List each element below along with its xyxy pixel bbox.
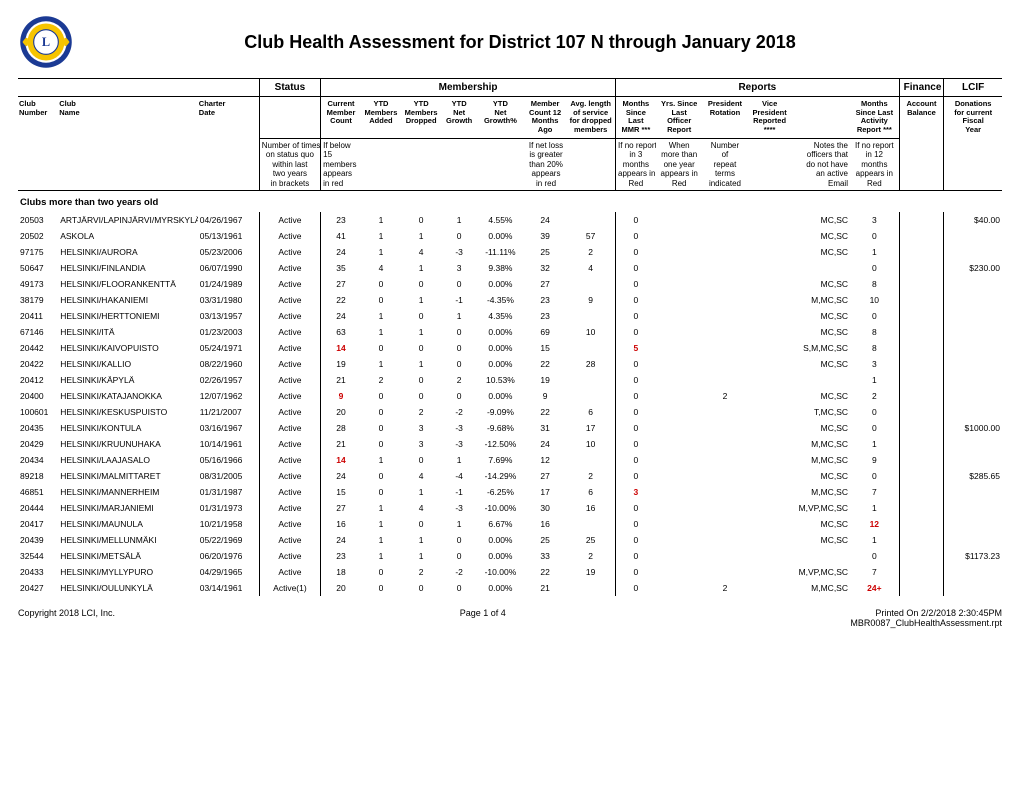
hdr-12mo-ago: MemberCount 12MonthsAgo (524, 97, 566, 139)
table-row: 97175HELSINKI/AURORA05/23/2006Active2414… (18, 244, 1002, 260)
table-row: 20439HELSINKI/MELLUNMÄKI05/22/1969Active… (18, 532, 1002, 548)
table-row: 20411HELSINKI/HERTTONIEMI03/13/1957Activ… (18, 308, 1002, 324)
table-row: 20442HELSINKI/KAIVOPUISTO05/24/1971Activ… (18, 340, 1002, 356)
hdr-vp-reported: VicePresidentReported**** (747, 97, 792, 139)
hdr-pres-rotation: PresidentRotation (703, 97, 748, 139)
hdr-ytd-net: YTDNetGrowth (441, 97, 477, 139)
group-finance: Finance (899, 79, 944, 97)
table-row: 49173HELSINKI/FLOORANKENTTÄ01/24/1989Act… (18, 276, 1002, 292)
table-row: 89218HELSINKI/MALMITTARET08/31/2005Activ… (18, 468, 1002, 484)
table-row: 20427HELSINKI/OULUNKYLÄ03/14/1961Active(… (18, 580, 1002, 596)
hdr-club-name: ClubName (58, 97, 198, 139)
table-row: 20429HELSINKI/KRUUNUHAKA10/14/1961Active… (18, 436, 1002, 452)
group-header-row: Status Membership Reports Finance LCIF (18, 79, 1002, 97)
hdr-club-number: ClubNumber (18, 97, 58, 139)
note-no-email: Notes theofficers thatdo not havean acti… (792, 138, 850, 191)
table-row: 20435HELSINKI/KONTULA03/16/1967Active280… (18, 420, 1002, 436)
hdr-mmr: MonthsSinceLastMMR *** (616, 97, 656, 139)
table-row: 20417HELSINKI/MAUNULA10/21/1958Active161… (18, 516, 1002, 532)
note-net-loss: If net lossis greaterthan 20%appearsin r… (477, 138, 616, 191)
table-row: 67146HELSINKI/ITÄ01/23/2003Active631100.… (18, 324, 1002, 340)
footer-report-id: MBR0087_ClubHealthAssessment.rpt (850, 618, 1002, 628)
hdr-ytd-added: YTDMembersAdded (361, 97, 401, 139)
table-row: 20502ASKOLA05/13/1961Active411100.00%395… (18, 228, 1002, 244)
hdr-donations: Donationsfor currentFiscalYear (944, 97, 1002, 139)
table-row: 20422HELSINKI/KALLIO08/22/1960Active1911… (18, 356, 1002, 372)
group-membership: Membership (321, 79, 616, 97)
table-row: 20433HELSINKI/MYLLYPURO04/29/1965Active1… (18, 564, 1002, 580)
table-row: 20444HELSINKI/MARJANIEMI01/31/1973Active… (18, 500, 1002, 516)
table-row: 20412HELSINKI/KÄPYLÄ02/26/1957Active2120… (18, 372, 1002, 388)
table-row: 38179HELSINKI/HAKANIEMI03/31/1980Active2… (18, 292, 1002, 308)
table-row: 100601HELSINKI/KESKUSPUISTO11/21/2007Act… (18, 404, 1002, 420)
report-footer: Copyright 2018 LCI, Inc. Page 1 of 4 Pri… (18, 608, 1002, 628)
column-header-row: ClubNumber ClubName CharterDate CurrentM… (18, 97, 1002, 139)
hdr-account-balance: AccountBalance (899, 97, 944, 139)
note-officer-year: Whenmore thanone yearappears inRed (656, 138, 703, 191)
hdr-ytd-net-pct: YTDNetGrowth% (477, 97, 524, 139)
table-row: 20503ARTJÄRVI/LAPINJÄRVI/MYRSKYLÄ04/26/1… (18, 212, 1002, 228)
hdr-yrs-officer: Yrs. SinceLastOfficerReport (656, 97, 703, 139)
table-row: 50647HELSINKI/FINLANDIA06/07/1990Active3… (18, 260, 1002, 276)
hdr-ytd-dropped: YTDMembersDropped (401, 97, 441, 139)
footer-page: Page 1 of 4 (460, 608, 506, 628)
note-low-members: If below15membersappearsin red (321, 138, 477, 191)
section-title: Clubs more than two years old (18, 191, 1002, 213)
table-row: 20400HELSINKI/KATAJANOKKA12/07/1962Activ… (18, 388, 1002, 404)
hdr-charter-date: CharterDate (198, 97, 259, 139)
note-activity-12: If no reportin 12monthsappears inRed (850, 138, 899, 191)
table-row: 20434HELSINKI/LAAJASALO05/16/1966Active1… (18, 452, 1002, 468)
footer-copyright: Copyright 2018 LCI, Inc. (18, 608, 115, 628)
section-title-row: Clubs more than two years old (18, 191, 1002, 213)
note-no-report: If no reportin 3monthsappears inRed (616, 138, 656, 191)
report-header: L Club Health Assessment for District 10… (18, 14, 1002, 70)
table-row: 32544HELSINKI/METSÄLÄ06/20/1976Active231… (18, 548, 1002, 564)
footer-printed: Printed On 2/2/2018 2:30:45PM (850, 608, 1002, 618)
table-row: 46851HELSINKI/MANNERHEIM01/31/1987Active… (18, 484, 1002, 500)
svg-text:L: L (42, 35, 50, 49)
group-status: Status (259, 79, 320, 97)
notes-row: Number of timeson status quowithin lastt… (18, 138, 1002, 191)
hdr-current-count: CurrentMemberCount (321, 97, 361, 139)
group-reports: Reports (616, 79, 900, 97)
hdr-activity: MonthsSince LastActivityReport *** (850, 97, 899, 139)
lions-logo: L (18, 14, 74, 70)
note-repeat-terms: Numberofrepeattermsindicated (703, 138, 748, 191)
report-table: Status Membership Reports Finance LCIF C… (18, 78, 1002, 596)
note-status: Number of timeson status quowithin lastt… (259, 138, 320, 191)
page-title: Club Health Assessment for District 107 … (94, 32, 946, 53)
hdr-avg-length: Avg. lengthof servicefor droppedmembers (566, 97, 615, 139)
group-lcif: LCIF (944, 79, 1002, 97)
